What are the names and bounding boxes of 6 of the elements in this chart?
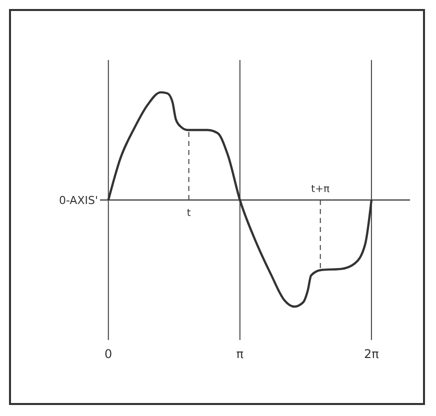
ref-line-label: t (186, 208, 191, 219)
x-tick-label: 2π (364, 347, 379, 361)
x-tick-label: π (236, 347, 244, 361)
text: 0-AXIS' (58, 194, 98, 207)
ref-line-label: t+π (311, 184, 330, 195)
x-tick-label: 0 (104, 347, 112, 361)
